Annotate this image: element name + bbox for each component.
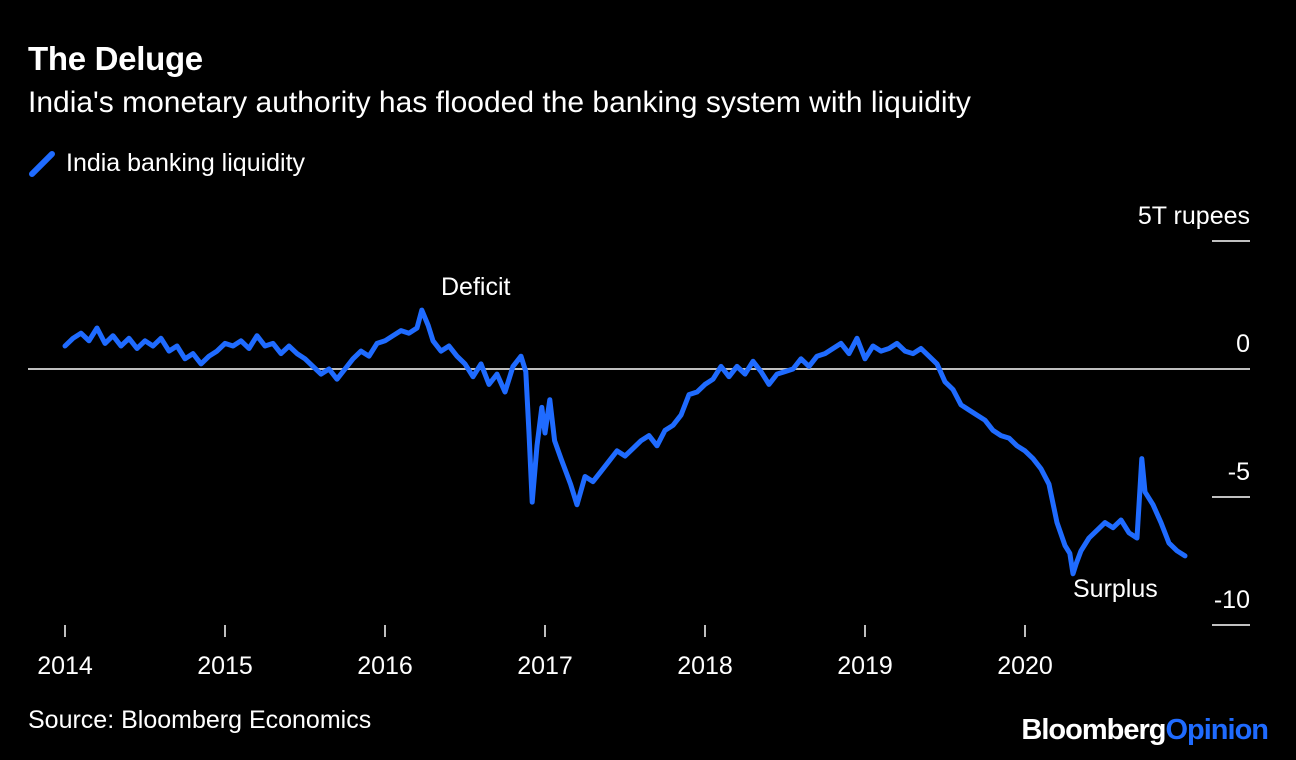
y-axis: 5T rupees 0 -5 -10 <box>28 202 1250 626</box>
legend-label: India banking liquidity <box>66 148 306 177</box>
x-tick-label: 2019 <box>837 652 893 680</box>
legend: India banking liquidity <box>28 148 305 178</box>
y-tick-label: -5 <box>1228 458 1250 486</box>
annotations: Deficit Surplus <box>441 273 1158 603</box>
legend-swatch-icon <box>29 151 55 177</box>
chart-title: The Deluge <box>28 40 203 77</box>
x-tick-label: 2017 <box>517 652 573 680</box>
brand-logo-part2: Opinion <box>1165 714 1269 746</box>
brand-logo-part1: Bloomberg <box>1021 714 1166 746</box>
brand-logo: BloombergOpinion <box>1021 714 1269 747</box>
series-line-india-banking-liquidity <box>62 307 1188 577</box>
series-layer <box>62 307 1188 577</box>
x-tick-label: 2018 <box>677 652 733 680</box>
chart-subtitle: India's monetary authority has flooded t… <box>28 86 971 119</box>
source-note: Source: Bloomberg Economics <box>28 706 372 734</box>
x-tick-label: 2015 <box>197 652 253 680</box>
x-tick-label: 2020 <box>997 652 1053 680</box>
y-tick-label: -10 <box>1214 586 1250 614</box>
annotation-deficit: Deficit <box>441 273 511 301</box>
x-tick-label: 2014 <box>37 652 93 680</box>
y-tick-label: 5T rupees <box>1138 202 1250 230</box>
x-axis: 2014 2015 2016 2017 2018 2019 2020 <box>37 625 1053 680</box>
x-tick-label: 2016 <box>357 652 413 680</box>
y-tick-label: 0 <box>1236 330 1250 358</box>
annotation-surplus: Surplus <box>1073 575 1158 603</box>
